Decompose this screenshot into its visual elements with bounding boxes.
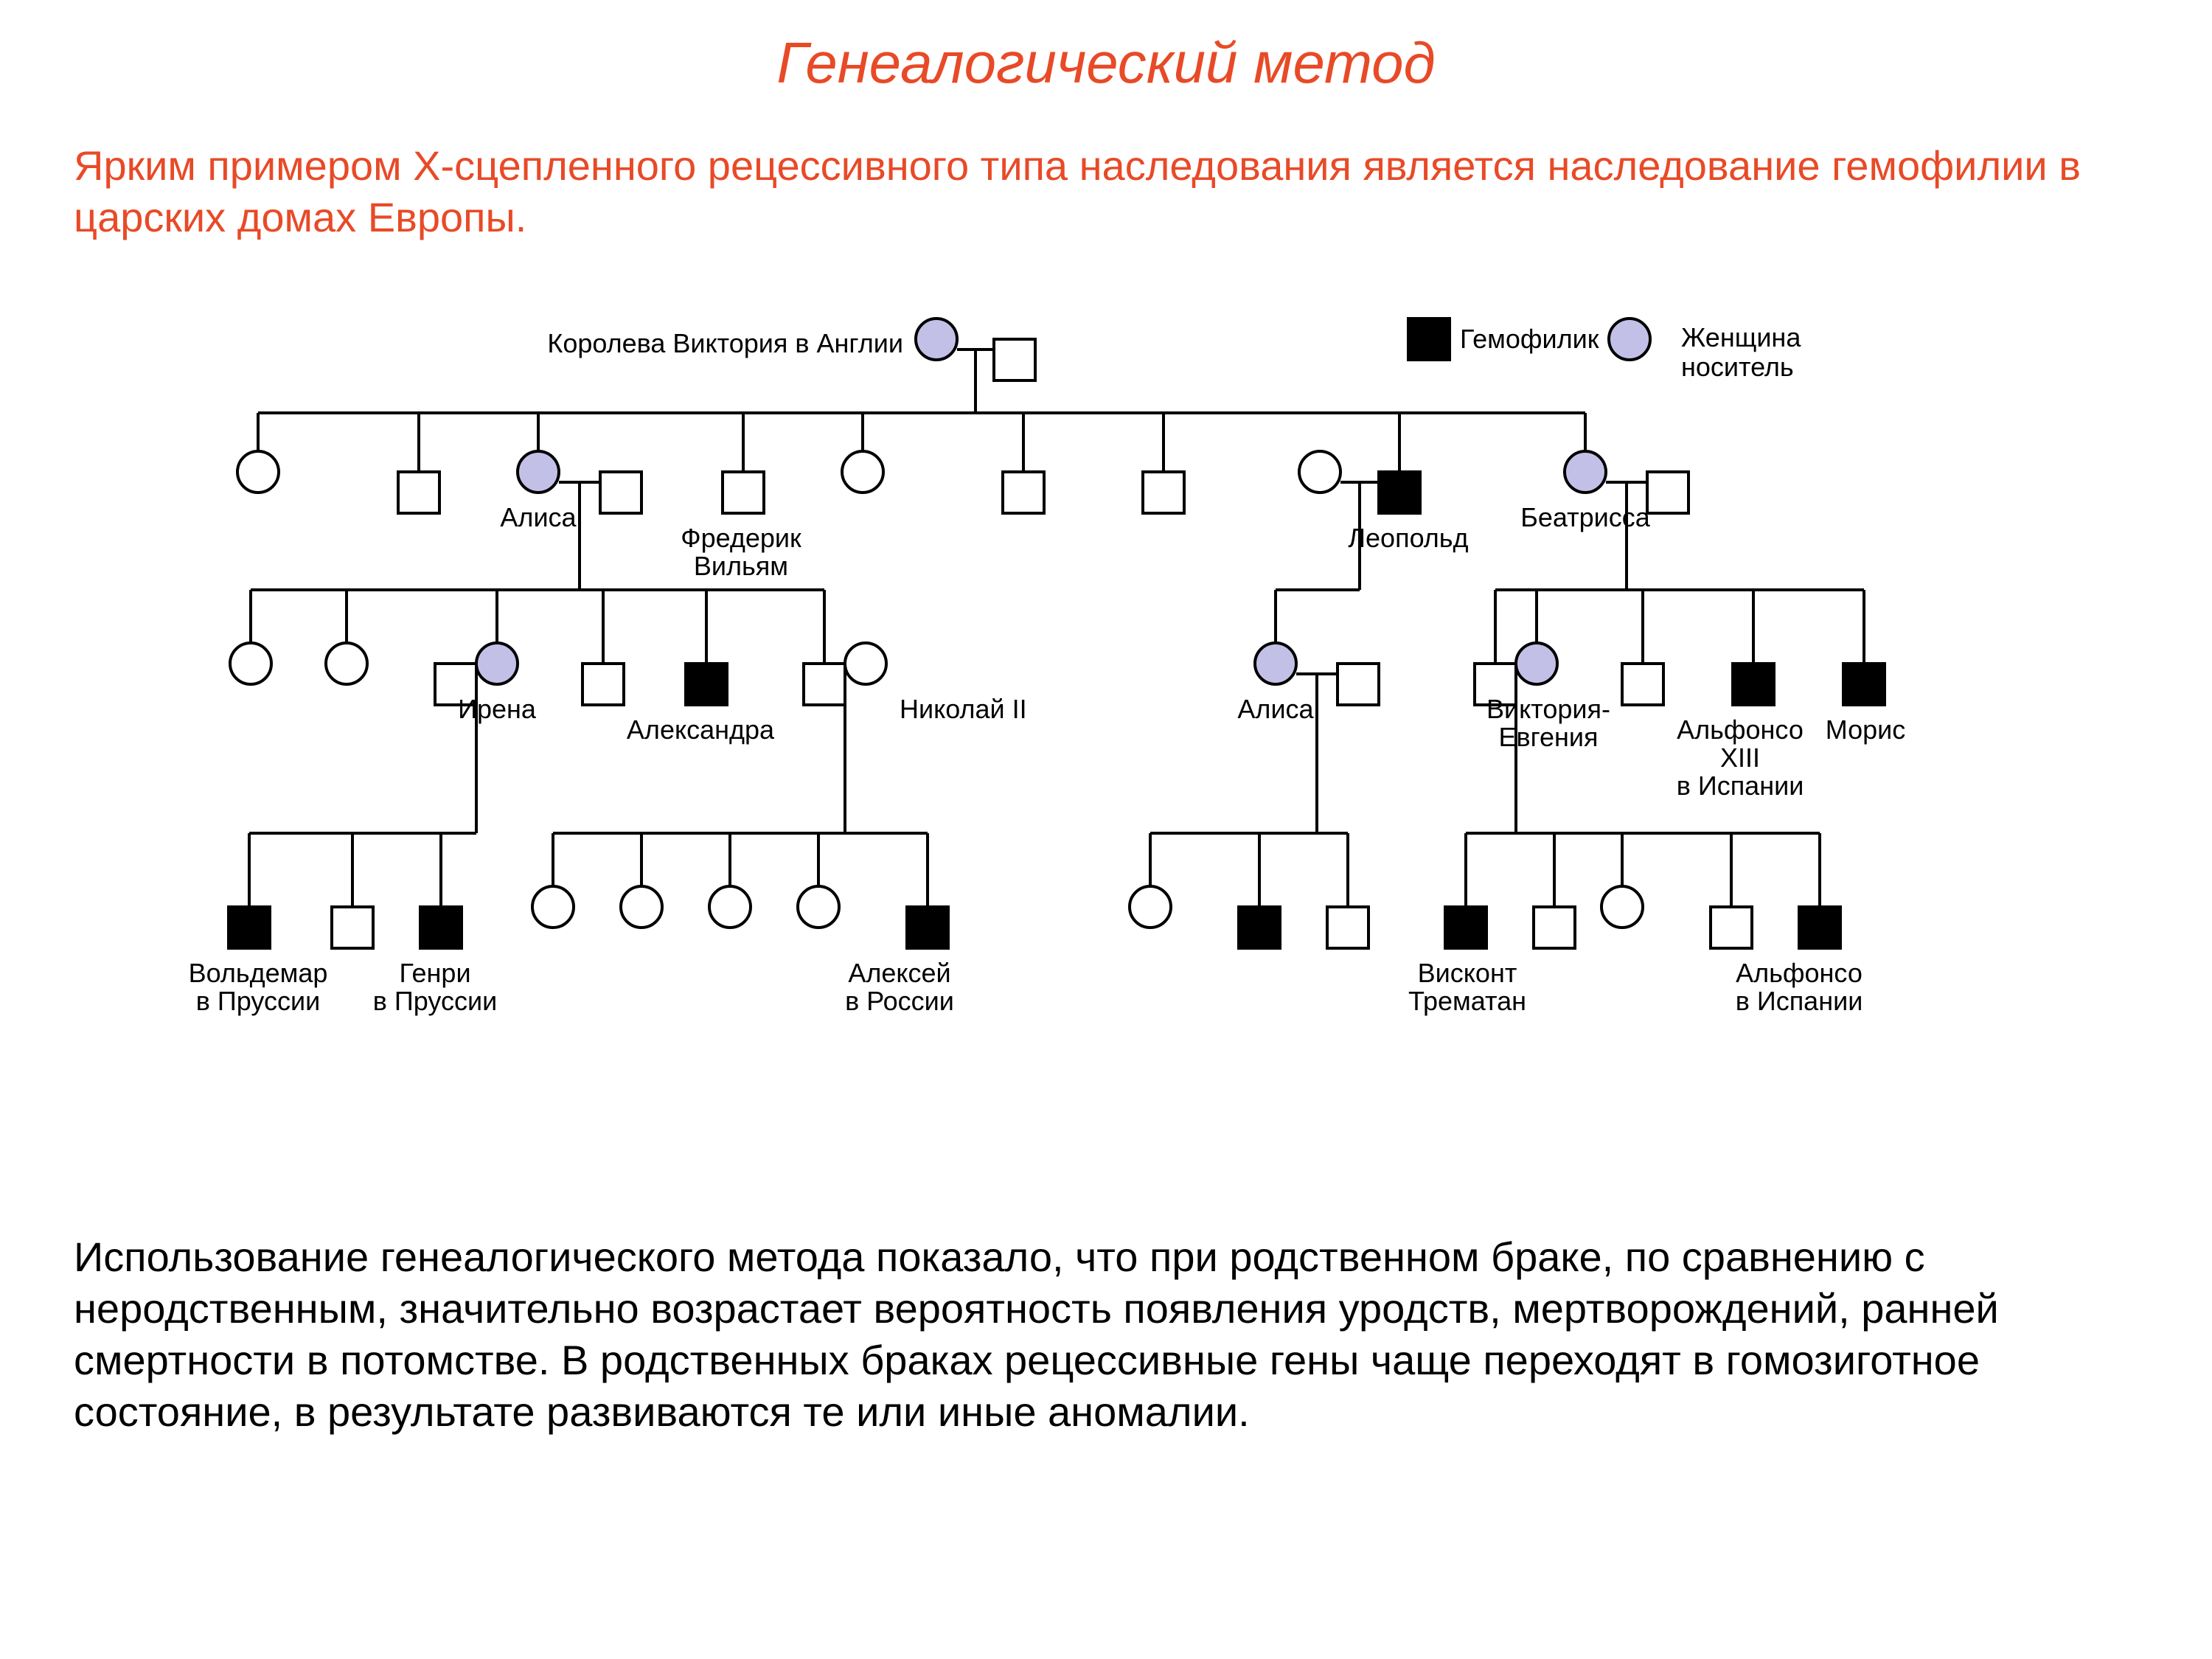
pedigree-svg: Гемофилик Женщинаноситель Королева Виктори…: [125, 295, 2087, 1180]
pedigree-diagram: Гемофилик Женщинаноситель Королева Виктори…: [125, 295, 2087, 1180]
svg-text:в Пруссии: в Пруссии: [373, 986, 497, 1016]
svg-text:Альфонсо: Альфонсо: [1677, 714, 1804, 745]
svg-text:Висконт: Висконт: [1418, 958, 1517, 988]
svg-text:в России: в России: [845, 986, 954, 1016]
svg-text:XIII: XIII: [1720, 742, 1760, 773]
svg-text:в Испании: в Испании: [1677, 771, 1804, 801]
svg-text:Алексей: Алексей: [848, 958, 950, 988]
footer-text: Использование генеалогического метода по…: [74, 1231, 2138, 1438]
page-root: Генеалогический метод Ярким примером Х-с…: [0, 0, 2212, 1659]
svg-text:Королева Виктория в Англии: Королева Виктория в Англии: [547, 328, 903, 358]
svg-text:Гемофилик: Гемофилик: [1460, 324, 1599, 354]
svg-text:носитель: носитель: [1681, 352, 1794, 382]
svg-text:Александра: Александра: [627, 714, 775, 745]
svg-text:Морис: Морис: [1826, 714, 1906, 745]
page-title: Генеалогический метод: [0, 29, 2212, 97]
svg-text:Вильям: Вильям: [694, 551, 788, 581]
svg-text:Виктория-: Виктория-: [1486, 694, 1610, 724]
intro-text: Ярким примером Х-сцепленного рецессивног…: [74, 140, 2138, 243]
svg-text:в Пруссии: в Пруссии: [196, 986, 320, 1016]
svg-text:Евгения: Евгения: [1499, 722, 1599, 752]
svg-text:Альфонсо: Альфонсо: [1736, 958, 1863, 988]
svg-text:Алиса: Алиса: [500, 502, 577, 532]
svg-text:Леопольд: Леопольд: [1348, 523, 1468, 553]
svg-text:Вольдемар: Вольдемар: [189, 958, 328, 988]
svg-text:Трематан: Трематан: [1408, 986, 1526, 1016]
svg-text:Генри: Генри: [399, 958, 470, 988]
svg-text:Женщина: Женщина: [1681, 322, 1801, 352]
svg-text:Николай II: Николай II: [900, 694, 1027, 724]
svg-text:Беатрисса: Беатрисса: [1520, 502, 1650, 532]
svg-text:в Испании: в Испании: [1736, 986, 1863, 1016]
svg-text:Ирена: Ирена: [458, 694, 537, 724]
svg-text:Фредерик: Фредерик: [681, 523, 801, 553]
svg-text:Алиса: Алиса: [1237, 694, 1314, 724]
